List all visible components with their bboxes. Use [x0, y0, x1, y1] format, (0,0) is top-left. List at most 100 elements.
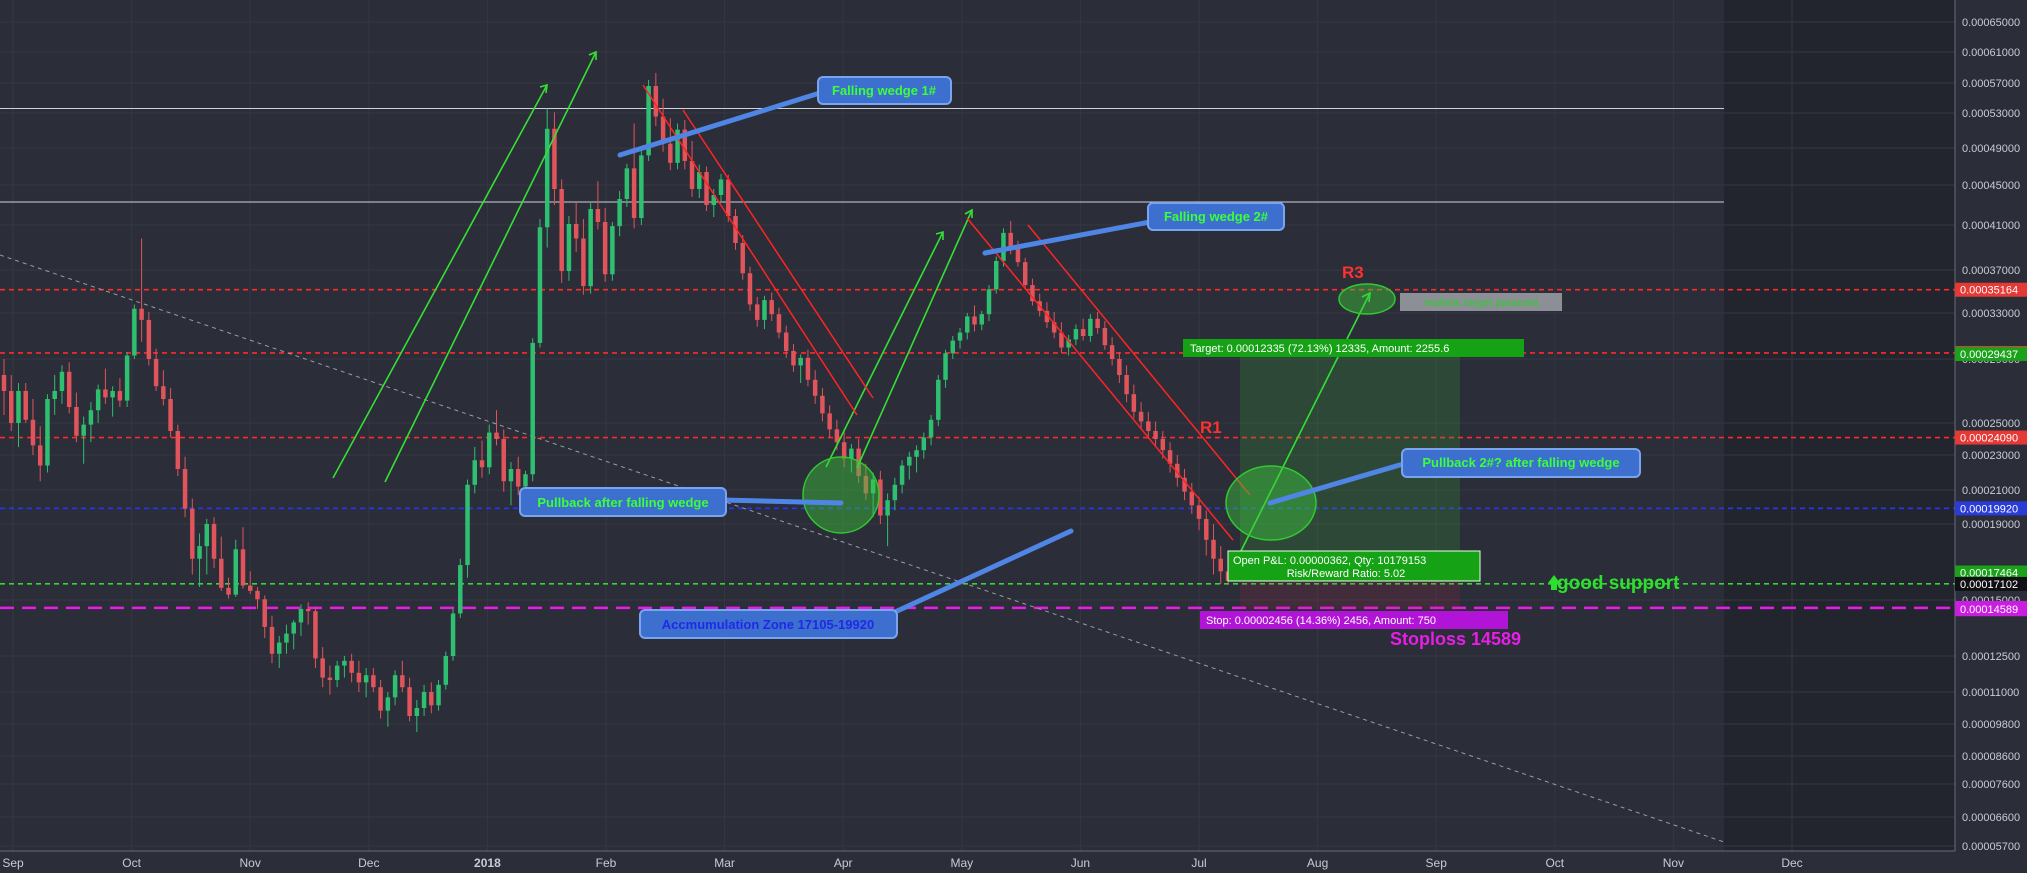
price-badge: [1955, 501, 2027, 516]
candle-body: [385, 697, 391, 711]
candle-body: [168, 399, 173, 431]
candle-body: [356, 672, 362, 683]
candle-body: [733, 216, 738, 243]
candle-body: [798, 357, 803, 366]
candle-body: [1073, 329, 1079, 340]
price-tick-label: 0.00049000: [1962, 143, 2020, 155]
price-badge-text: 0.00024090: [1960, 433, 2018, 445]
time-tick-label: Nov: [240, 856, 261, 870]
candle-body: [993, 261, 999, 290]
price-badge-text: 0.00014589: [1960, 604, 2018, 616]
candle-body: [740, 243, 745, 274]
time-tick-label: Aug: [1307, 856, 1328, 870]
candle-body: [436, 684, 441, 706]
candle-body: [81, 424, 86, 436]
candle-body: [66, 371, 72, 407]
target-circle: [1338, 283, 1396, 315]
label-r3: R3: [1342, 263, 1364, 282]
candle-body: [450, 613, 456, 656]
candle-body: [791, 350, 796, 366]
price-tick-label: 0.00033000: [1962, 308, 2020, 320]
time-axis[interactable]: [0, 851, 2027, 873]
green-arrow-2-head: [588, 50, 597, 60]
candle-body: [74, 407, 79, 436]
candle-body: [1131, 394, 1137, 412]
price-badge: [1955, 346, 2027, 361]
candle-body: [400, 675, 405, 688]
candle-body: [834, 429, 840, 443]
candle-body: [812, 379, 818, 396]
candle-body: [233, 549, 239, 595]
time-tick-label: Dec: [1781, 856, 1802, 870]
candle-body: [1066, 339, 1071, 348]
candle-body: [928, 419, 934, 438]
candle-body: [863, 476, 869, 494]
candle-body: [30, 419, 36, 446]
candle-body: [631, 168, 637, 218]
time-tick-label: Nov: [1663, 856, 1684, 870]
green-arrow-4: [856, 209, 973, 469]
time-tick-label: Sep: [2, 856, 24, 870]
candle-body: [429, 692, 434, 706]
green-arrow-1: [332, 84, 548, 479]
price-tick-label: 0.00057000: [1962, 78, 2020, 90]
candle-body: [1124, 375, 1129, 395]
price-tick-label: 0.00008600: [1962, 751, 2020, 763]
candle-body: [421, 692, 427, 708]
candle-body: [610, 226, 615, 275]
candle-body: [747, 273, 753, 305]
candle-body: [8, 391, 14, 423]
candle-body: [363, 675, 369, 683]
green-arrow-3-head: [935, 230, 944, 240]
price-badge-text: 0.00029437: [1960, 349, 2018, 361]
price-badge-text: 0.00035164: [1960, 285, 2018, 297]
candle-body: [494, 432, 499, 439]
price-tick-label: 0.00007600: [1962, 779, 2020, 791]
candle-body: [204, 524, 210, 547]
callout-pullback2-text: Pullback 2#? after falling wedge: [1422, 455, 1619, 470]
candle-body: [197, 546, 202, 559]
candle-body: [37, 445, 43, 466]
price-tick-label: 0.00006600: [1962, 812, 2020, 824]
candle-body: [52, 391, 57, 399]
candle-body: [1218, 558, 1224, 572]
position-target-text: Target: 0.00012335 (72.13%) 12335, Amoun…: [1190, 343, 1449, 355]
candle-body: [668, 143, 673, 163]
candle-body: [805, 357, 811, 380]
candle-body: [899, 465, 905, 485]
candle-body: [472, 460, 478, 485]
candle-body: [624, 168, 630, 199]
candle-body: [1080, 329, 1086, 336]
candle-body: [1022, 262, 1028, 286]
time-axis-ticks: Sep Oct Nov Dec 2018 Feb Mar Apr May Jun Jul Aug Sep…: [2, 856, 1802, 870]
callout-pullback1-text: Pullback after falling wedge: [537, 495, 708, 510]
callout-wedge1-text: Falling wedge 1#: [832, 83, 937, 98]
candle-body: [342, 660, 347, 666]
candle-body: [291, 622, 296, 634]
candle-body: [153, 359, 159, 387]
price-tick-label: 0.00023000: [1962, 450, 2020, 462]
price-tick-label: 0.00005700: [1962, 841, 2020, 853]
candle-body: [392, 675, 398, 698]
position-stop-label: Stop: 0.00002456 (14.36%) 2456, Amount: …: [1200, 611, 1508, 629]
candle-body: [1, 375, 7, 391]
candle-body: [885, 500, 890, 516]
candlesticks: [1, 72, 1231, 732]
candle-body: [689, 160, 695, 189]
candle-body: [1175, 463, 1180, 478]
candle-body: [226, 587, 231, 595]
candle-body: [269, 626, 275, 654]
candle-body: [1051, 322, 1057, 333]
green-arrow-target-head: [1361, 291, 1371, 303]
candle-body: [327, 677, 333, 680]
callout-zone-text: Accmumulation Zone 17105-19920: [662, 617, 874, 632]
candle-body: [1109, 345, 1115, 359]
candle-body: [248, 585, 253, 591]
time-tick-label: Oct: [122, 856, 141, 870]
pointer-pullback2: [1267, 459, 1413, 506]
callout-pointers: [617, 89, 1413, 621]
candle-body: [544, 128, 550, 228]
candle-body: [646, 86, 651, 156]
